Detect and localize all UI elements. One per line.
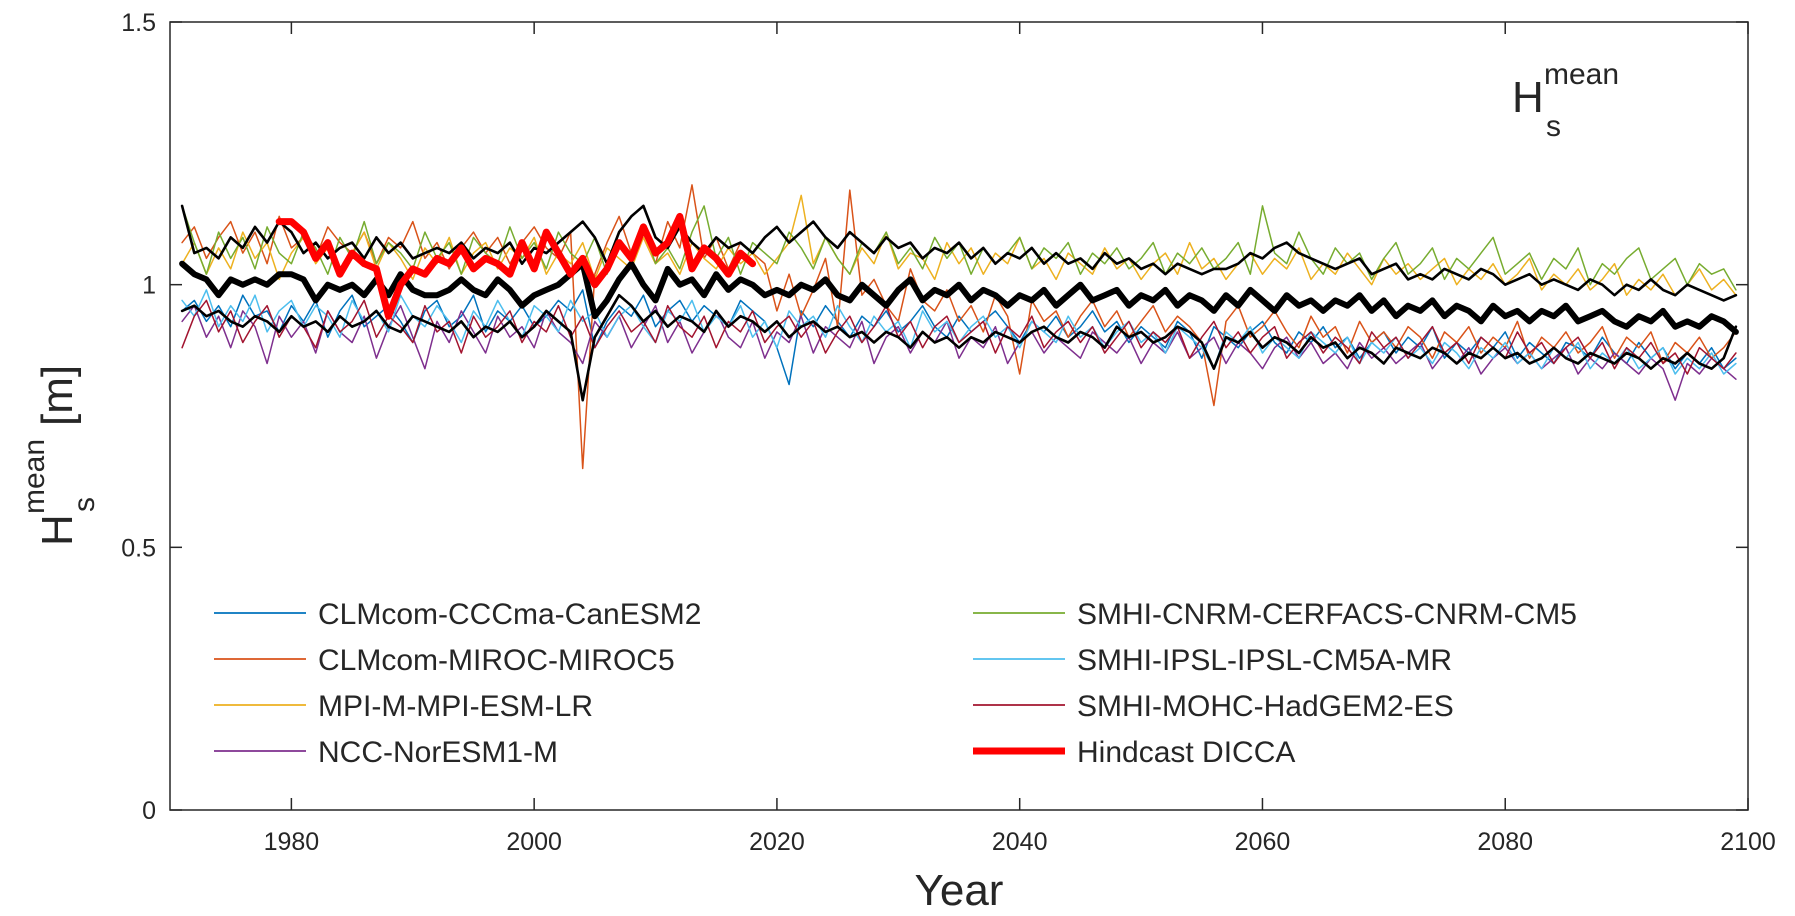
y-tick-label: 0 [142,797,156,825]
y-axis-label-sup: mean [18,439,51,514]
plot-frame [169,21,1749,811]
annotation: H mean s [1512,58,1619,143]
legend-label: CLMcom-CCCma-CanESM2 [318,598,701,631]
y-axis-label-unit: [m] [33,365,82,426]
annotation-sub: s [1546,110,1561,143]
legend-label: SMHI-CNRM-CERFACS-CNRM-CM5 [1077,598,1577,631]
legend-label: MPI-M-MPI-ESM-LR [318,690,593,723]
x-tick-label: 1980 [264,828,320,856]
x-tick-label: 2040 [992,828,1048,856]
plot-background [170,22,1748,810]
legend-label: CLMcom-MIROC-MIROC5 [318,644,675,677]
series-line-9 [179,260,1739,335]
series-hindcast-dicca [275,212,757,320]
x-axis-label: Year [915,866,1004,915]
legend-label: Hindcast DICCA [1077,736,1295,769]
x-tick-label: 2000 [506,828,562,856]
x-tick-label: 2080 [1477,828,1533,856]
ticks-layer: 1980 2000 2020 2040 2060 2080 2100 0 0.5 1 1.5 [121,9,1776,856]
legend-label: SMHI-MOHC-HadGEM2-ES [1077,690,1454,723]
x-tick-label: 2020 [749,828,805,856]
legend-label: SMHI-IPSL-IPSL-CM5A-MR [1077,644,1452,677]
series-line-7 [180,204,1738,302]
x-tick-label: 2060 [1235,828,1291,856]
legend-label: NCC-NorESM1-M [318,736,558,769]
y-axis-label: H mean s [m] [18,365,101,546]
legend: CLMcom-CCCma-CanESM2 CLMcom-MIROC-MIROC5 M… [214,598,1577,769]
annotation-sup: mean [1544,58,1619,91]
y-tick-label: 1.5 [121,9,156,37]
series-mpi-m-mpi-esm-lr [181,194,1737,296]
x-tick-label: 2100 [1720,828,1776,856]
annotation-base: H [1512,73,1544,122]
series-layer [179,184,1739,470]
y-tick-label: 1 [142,272,156,300]
series-line-8 [180,293,1738,402]
y-tick-label: 0.5 [121,534,156,562]
y-axis-label-sub: s [68,497,101,512]
y-axis-label-base: H [33,514,82,546]
